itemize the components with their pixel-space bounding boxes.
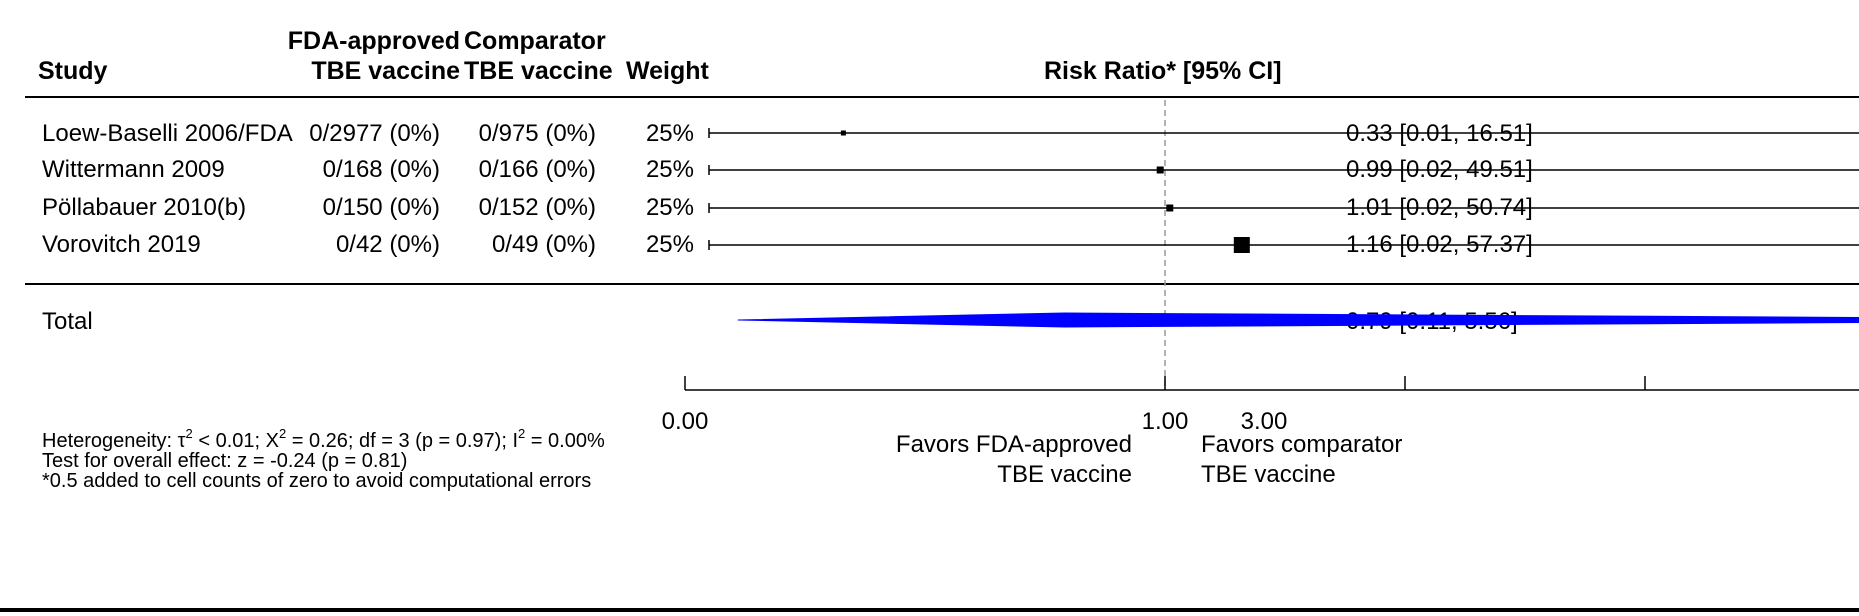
summary-rule — [25, 283, 1859, 285]
point-estimate — [840, 130, 846, 136]
group2-events: 0/49 (0%) — [491, 231, 596, 258]
header-group1-line1: FDA-approved — [287, 27, 460, 55]
group1-events: 0/168 (0%) — [322, 156, 440, 183]
tick-label: 3.00 — [1240, 408, 1288, 435]
study-weight: 25% — [645, 231, 694, 258]
study-name: Pöllabauer 2010(b) — [42, 194, 247, 221]
header-rule — [25, 96, 1859, 98]
study-name: Loew-Baselli 2006/FDA — [42, 120, 293, 147]
header-group2-line2: TBE vaccine — [464, 57, 613, 85]
header-group1-line2: TBE vaccine — [311, 57, 460, 85]
favors-left-line2: TBE vaccine — [997, 461, 1132, 488]
header-study: Study — [38, 57, 108, 85]
study-name: Vorovitch 2019 — [42, 231, 201, 258]
group1-events: 0/2977 (0%) — [309, 120, 440, 147]
group2-events: 0/975 (0%) — [478, 120, 596, 147]
header-effect: Risk Ratio* [95% CI] — [1044, 57, 1282, 85]
study-weight: 25% — [645, 156, 694, 183]
header-weight: Weight — [626, 57, 709, 85]
tick-label: 0.00 — [661, 408, 709, 435]
favors-right-line2: TBE vaccine — [1201, 461, 1336, 488]
bottom-border — [0, 608, 1859, 612]
group2-events: 0/152 (0%) — [478, 194, 596, 221]
point-estimate — [1166, 204, 1174, 212]
favors-left-line1: Favors FDA-approved — [895, 431, 1132, 458]
study-weight: 25% — [645, 194, 694, 221]
zero-cell-correction-note: *0.5 added to cell counts of zero to avo… — [42, 470, 592, 492]
study-weight: 25% — [645, 120, 694, 147]
group2-events: 0/166 (0%) — [478, 156, 596, 183]
point-estimate — [1156, 166, 1164, 174]
overall-effect-test: Test for overall effect: z = -0.24 (p = … — [42, 450, 408, 472]
study-name: Wittermann 2009 — [42, 156, 225, 183]
favors-right-line1: Favors comparator — [1201, 431, 1403, 458]
total-label: Total — [42, 308, 93, 335]
group1-events: 0/42 (0%) — [335, 231, 440, 258]
group1-events: 0/150 (0%) — [322, 194, 440, 221]
heterogeneity-stats: Heterogeneity: τ2 < 0.01; Χ2 = 0.26; df … — [42, 426, 605, 452]
point-estimate — [1233, 237, 1250, 253]
tick-label: 1.00 — [1141, 408, 1189, 435]
header-group2-line1: Comparator — [464, 27, 606, 55]
summary-diamond — [737, 312, 1859, 328]
